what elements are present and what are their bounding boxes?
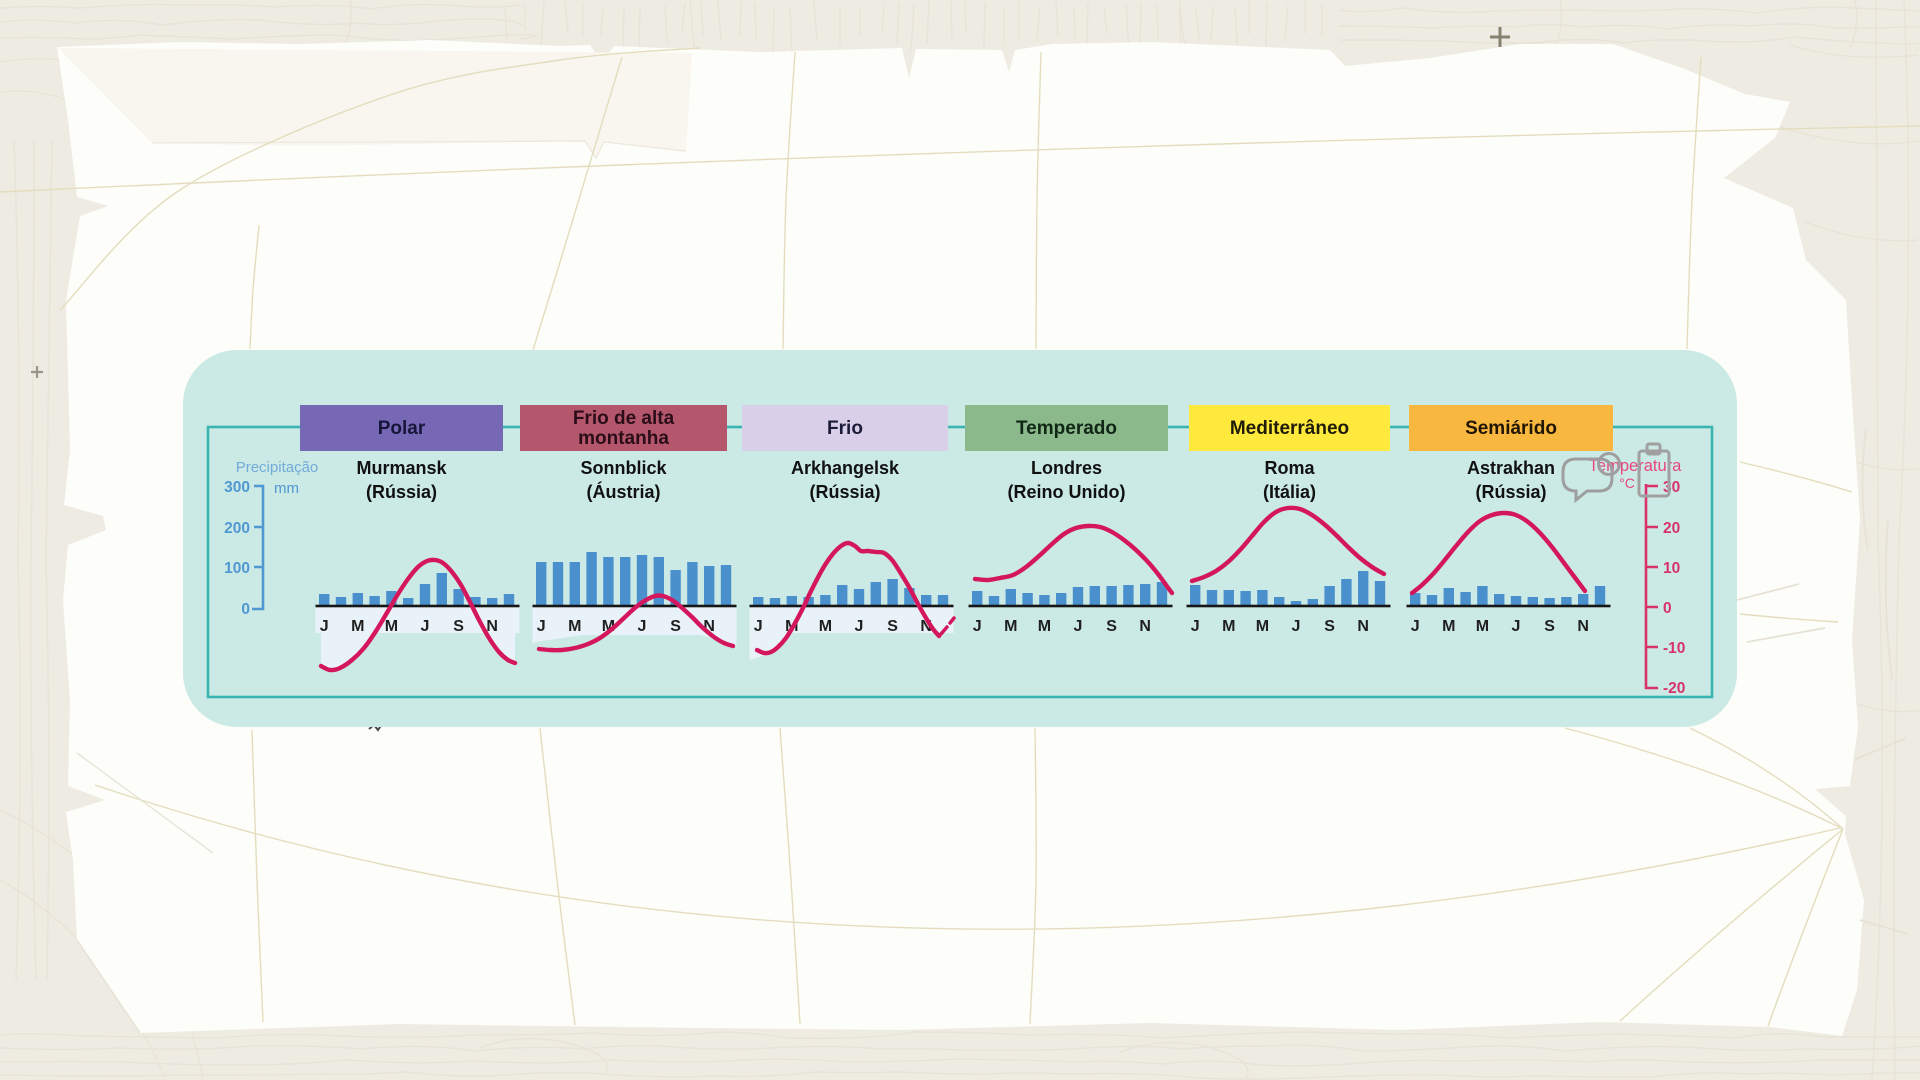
svg-text:(Áustria): (Áustria) bbox=[586, 481, 660, 502]
svg-text:Londres: Londres bbox=[1031, 458, 1102, 478]
svg-text:(Reino Unido): (Reino Unido) bbox=[1008, 482, 1126, 502]
svg-text:M: M bbox=[385, 618, 398, 635]
svg-text:S: S bbox=[887, 618, 898, 635]
svg-text:-20: -20 bbox=[1663, 680, 1685, 697]
svg-text:M: M bbox=[351, 618, 364, 635]
svg-text:N: N bbox=[1577, 618, 1589, 635]
svg-text:(Rússia): (Rússia) bbox=[366, 482, 437, 502]
svg-text:0: 0 bbox=[241, 601, 250, 618]
svg-text:(Itália): (Itália) bbox=[1263, 482, 1316, 502]
svg-text:300: 300 bbox=[224, 479, 250, 496]
svg-text:M: M bbox=[1222, 618, 1235, 635]
svg-text:M: M bbox=[1038, 618, 1051, 635]
svg-text:Sonnblick: Sonnblick bbox=[580, 458, 667, 478]
svg-text:J: J bbox=[1292, 618, 1301, 635]
svg-text:S: S bbox=[453, 618, 464, 635]
svg-text:Precipitação: Precipitação bbox=[236, 459, 319, 476]
svg-text:M: M bbox=[1004, 618, 1017, 635]
svg-text:30: 30 bbox=[1663, 479, 1680, 496]
svg-text:Murmansk: Murmansk bbox=[356, 458, 447, 478]
svg-text:N: N bbox=[703, 618, 715, 635]
svg-text:200: 200 bbox=[224, 520, 250, 537]
svg-text:Frio de alta: Frio de alta bbox=[573, 408, 675, 429]
svg-text:N: N bbox=[920, 618, 932, 635]
svg-text:Astrakhan: Astrakhan bbox=[1467, 458, 1555, 478]
svg-text:S: S bbox=[1544, 618, 1555, 635]
svg-text:J: J bbox=[537, 618, 546, 635]
svg-text:J: J bbox=[973, 618, 982, 635]
svg-text:J: J bbox=[1074, 618, 1083, 635]
svg-text:J: J bbox=[1411, 618, 1420, 635]
svg-text:M: M bbox=[1442, 618, 1455, 635]
svg-text:S: S bbox=[670, 618, 681, 635]
svg-text:100: 100 bbox=[224, 560, 250, 577]
svg-text:-10: -10 bbox=[1663, 640, 1685, 657]
svg-text:J: J bbox=[1512, 618, 1521, 635]
svg-text:10: 10 bbox=[1663, 560, 1680, 577]
svg-text:Mediterrâneo: Mediterrâneo bbox=[1230, 418, 1349, 439]
svg-text:S: S bbox=[1106, 618, 1117, 635]
svg-text:N: N bbox=[1139, 618, 1151, 635]
svg-text:S: S bbox=[1324, 618, 1335, 635]
svg-text:Frio: Frio bbox=[827, 418, 863, 439]
svg-text:Roma: Roma bbox=[1264, 458, 1315, 478]
svg-text:(Rússia): (Rússia) bbox=[809, 482, 880, 502]
svg-text:N: N bbox=[486, 618, 498, 635]
svg-text:°C: °C bbox=[1619, 475, 1635, 491]
svg-text:M: M bbox=[568, 618, 581, 635]
svg-text:J: J bbox=[421, 618, 430, 635]
svg-text:Semiárido: Semiárido bbox=[1465, 418, 1557, 439]
svg-text:mm: mm bbox=[274, 480, 299, 497]
svg-text:M: M bbox=[1476, 618, 1489, 635]
svg-text:montanha: montanha bbox=[578, 428, 669, 449]
svg-text:M: M bbox=[819, 618, 832, 635]
svg-text:J: J bbox=[754, 618, 763, 635]
svg-text:J: J bbox=[1191, 618, 1200, 635]
svg-text:Polar: Polar bbox=[378, 418, 426, 439]
svg-text:J: J bbox=[638, 618, 647, 635]
svg-text:Temperado: Temperado bbox=[1016, 418, 1117, 439]
svg-text:J: J bbox=[855, 618, 864, 635]
svg-text:(Rússia): (Rússia) bbox=[1475, 482, 1546, 502]
svg-text:J: J bbox=[320, 618, 329, 635]
svg-text:M: M bbox=[1256, 618, 1269, 635]
svg-text:Arkhangelsk: Arkhangelsk bbox=[791, 458, 900, 478]
svg-text:0: 0 bbox=[1663, 600, 1672, 617]
svg-text:20: 20 bbox=[1663, 520, 1680, 537]
svg-text:N: N bbox=[1357, 618, 1369, 635]
